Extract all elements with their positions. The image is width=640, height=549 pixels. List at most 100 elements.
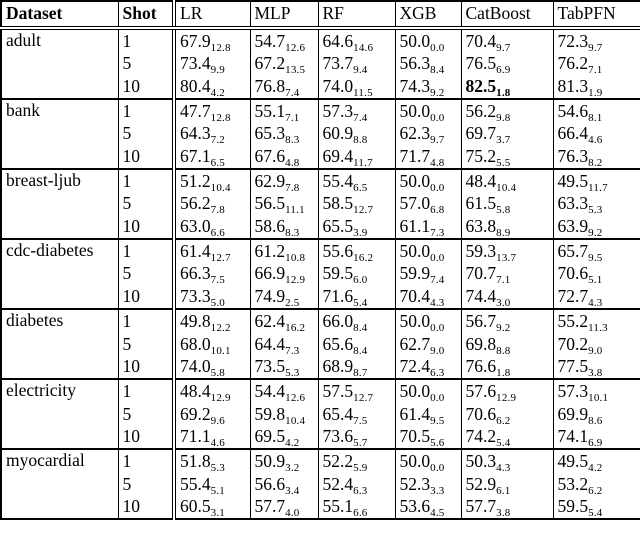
mean-value: 65.3 xyxy=(254,123,286,144)
mean-value: 51.2 xyxy=(180,170,211,191)
std-value: 6.9 xyxy=(496,64,511,76)
std-value: 11.5 xyxy=(353,86,373,99)
value-cell-catboost: 63.88.9 xyxy=(460,215,553,240)
std-value: 7.4 xyxy=(285,86,300,99)
mean-value: 49.8 xyxy=(180,310,211,331)
value-cell-tabpfn: 69.98.6 xyxy=(552,403,640,426)
table-row-myocardial-shot-5: 5 55.45.1 56.63.4 52.46.3 52.33.3 52.96.1 53.2… xyxy=(1,473,640,496)
value-cell-lr: 56.27.8 xyxy=(172,192,250,216)
value-cell-xgb: 70.55.6 xyxy=(394,425,461,450)
mean-value: 70.2 xyxy=(557,333,589,354)
shot-value: 5 xyxy=(117,403,174,426)
value-cell-lr: 55.45.1 xyxy=(172,473,250,496)
value-cell-xgb: 50.00.0 xyxy=(394,448,461,474)
std-value: 3.4 xyxy=(285,484,300,496)
value-cell-tabpfn: 49.511.7 xyxy=(552,168,640,193)
std-value: 3.3 xyxy=(430,484,445,496)
mean-value: 62.3 xyxy=(399,123,431,144)
mean-value: 72.3 xyxy=(557,30,589,51)
value-cell-catboost: 74.25.4 xyxy=(460,425,553,450)
value-cell-rf: 73.79.4 xyxy=(317,52,395,76)
std-value: 4.2 xyxy=(210,86,225,99)
mean-value: 57.0 xyxy=(399,193,431,214)
mean-value: 67.6 xyxy=(254,146,286,167)
value-cell-xgb: 57.06.8 xyxy=(394,192,461,216)
dataset-name: diabetes xyxy=(1,308,118,380)
mean-value: 67.2 xyxy=(254,53,286,74)
value-cell-tabpfn: 57.310.1 xyxy=(552,378,640,403)
std-value: 14.6 xyxy=(353,41,374,53)
mean-value: 61.2 xyxy=(254,240,286,261)
std-value: 9.4 xyxy=(353,64,368,76)
value-cell-catboost: 56.79.2 xyxy=(460,308,553,333)
value-cell-catboost: 70.77.1 xyxy=(460,262,553,286)
value-cell-lr: 69.29.6 xyxy=(172,403,250,426)
std-value: 3.1 xyxy=(210,507,225,520)
value-cell-tabpfn: 74.16.9 xyxy=(552,425,640,450)
std-value: 3.8 xyxy=(496,507,511,520)
mean-value: 69.9 xyxy=(557,403,589,424)
value-cell-rf: 68.98.7 xyxy=(317,355,395,380)
std-value: 7.4 xyxy=(353,111,368,123)
std-value: 7.2 xyxy=(210,134,225,146)
std-value: 9.7 xyxy=(430,134,445,146)
mean-value: 53.2 xyxy=(557,473,589,494)
value-cell-xgb: 50.00.0 xyxy=(394,238,461,263)
mean-value: 81.3 xyxy=(557,75,589,96)
value-cell-mlp: 56.63.4 xyxy=(249,473,318,496)
value-cell-tabpfn: 63.99.2 xyxy=(552,215,640,240)
mean-value: 76.3 xyxy=(557,146,589,167)
mean-value: 55.4 xyxy=(322,170,354,191)
std-value: 5.4 xyxy=(496,437,511,450)
std-value: 10.4 xyxy=(496,181,517,193)
std-value: 8.6 xyxy=(588,414,603,426)
mean-value: 57.3 xyxy=(557,380,589,401)
std-value: 5.4 xyxy=(588,507,603,520)
value-cell-mlp: 67.64.8 xyxy=(249,145,318,170)
dataset-name: electricity xyxy=(1,378,118,450)
value-cell-lr: 73.49.9 xyxy=(172,52,250,76)
std-value: 8.3 xyxy=(285,134,300,146)
mean-value: 61.4 xyxy=(399,403,431,424)
std-value: 4.6 xyxy=(588,134,603,146)
value-cell-rf: 74.011.5 xyxy=(317,75,395,100)
std-value: 9.7 xyxy=(588,41,603,53)
shot-value: 1 xyxy=(117,238,174,263)
std-value: 9.9 xyxy=(210,64,225,76)
value-cell-catboost: 50.34.3 xyxy=(460,448,553,474)
std-value: 7.3 xyxy=(285,344,300,356)
value-cell-mlp: 62.97.8 xyxy=(249,168,318,193)
std-value: 9.7 xyxy=(496,41,511,53)
value-cell-xgb: 52.33.3 xyxy=(394,473,461,496)
col-header-shot: Shot xyxy=(117,1,174,30)
mean-value: 50.3 xyxy=(465,450,497,471)
std-value: 12.6 xyxy=(285,41,306,53)
mean-value: 80.4 xyxy=(180,75,211,96)
value-cell-rf: 69.411.7 xyxy=(317,145,395,170)
mean-value: 50.0 xyxy=(399,450,431,471)
mean-value: 73.3 xyxy=(180,286,211,307)
value-cell-xgb: 61.17.3 xyxy=(394,215,461,240)
std-value: 7.1 xyxy=(496,274,511,286)
std-value: 1.8 xyxy=(496,367,511,380)
dataset-name: cdc-diabetes xyxy=(1,238,118,310)
std-value: 5.7 xyxy=(353,437,368,450)
mean-value: 63.3 xyxy=(557,193,589,214)
value-cell-mlp: 62.416.2 xyxy=(249,308,318,333)
std-value: 12.2 xyxy=(210,321,231,333)
value-cell-mlp: 55.17.1 xyxy=(249,98,318,123)
std-value: 8.7 xyxy=(353,367,368,380)
std-value: 1.8 xyxy=(496,86,511,99)
value-cell-rf: 55.616.2 xyxy=(317,238,395,263)
value-cell-lr: 67.912.8 xyxy=(172,27,250,53)
mean-value: 76.5 xyxy=(465,53,497,74)
value-cell-mlp: 64.47.3 xyxy=(249,332,318,356)
std-value: 5.4 xyxy=(353,297,368,310)
mean-value: 70.6 xyxy=(557,263,589,284)
std-value: 9.2 xyxy=(496,321,511,333)
value-cell-lr: 61.412.7 xyxy=(172,238,250,263)
value-cell-mlp: 58.68.3 xyxy=(249,215,318,240)
std-value: 10.4 xyxy=(285,414,306,426)
value-cell-tabpfn: 59.55.4 xyxy=(552,495,640,520)
table-row-myocardial-shot-10: 10 60.53.1 57.74.0 55.16.6 53.64.5 57.73.8 59.… xyxy=(1,495,640,520)
